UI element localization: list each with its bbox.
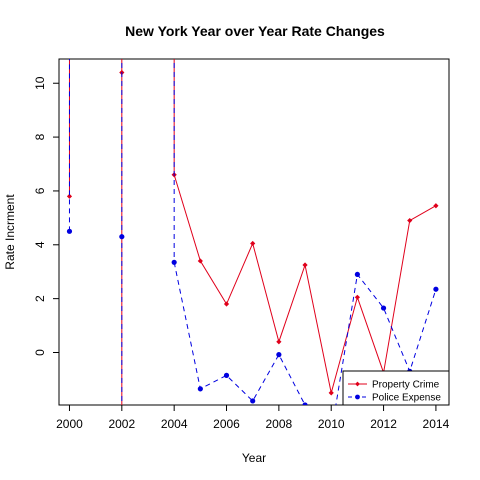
series-point-0 xyxy=(407,217,413,224)
series-point-1 xyxy=(66,228,73,234)
series-point-0 xyxy=(197,258,203,264)
x-axis-label: Year xyxy=(242,451,266,465)
y-axis: 0 2 4 6 8 10 xyxy=(33,76,59,356)
x-tick-label: 2008 xyxy=(266,417,293,431)
legend: Property Crime Police Expense xyxy=(342,370,450,406)
legend-label-0: Property Crime xyxy=(372,380,440,391)
series-line-1 xyxy=(173,262,437,405)
series-point-0 xyxy=(223,301,230,307)
series-point-1 xyxy=(197,386,203,392)
series-point-1 xyxy=(433,286,439,292)
series-point-1 xyxy=(380,305,387,311)
plot-frame xyxy=(58,58,450,406)
y-axis-label: Rate Incrment xyxy=(3,194,17,270)
series-line-0 xyxy=(173,174,437,394)
x-tick-label: 2012 xyxy=(370,417,397,431)
series-point-1 xyxy=(329,431,334,436)
legend-marker-0 xyxy=(355,381,360,387)
series-layer xyxy=(66,59,439,436)
y-tick-label: 4 xyxy=(33,241,47,248)
series-point-1 xyxy=(171,259,177,265)
y-tick-label: 10 xyxy=(33,76,47,90)
y-tick-label: 6 xyxy=(33,187,47,194)
legend-marker-1 xyxy=(355,394,360,400)
series-point-1 xyxy=(119,234,125,240)
series-point-1 xyxy=(223,372,230,378)
series-point-1 xyxy=(354,271,360,278)
series-point-0 xyxy=(433,203,439,209)
x-tick-label: 2002 xyxy=(108,417,135,431)
series-point-0 xyxy=(276,339,282,345)
series-point-1 xyxy=(250,398,256,404)
series-point-1 xyxy=(302,402,308,405)
series-point-0 xyxy=(302,262,308,268)
x-tick-label: 2000 xyxy=(56,417,83,431)
series-point-1 xyxy=(276,352,282,358)
series-point-0 xyxy=(250,240,256,247)
series-point-0 xyxy=(354,294,360,300)
y-tick-label: 0 xyxy=(33,349,47,356)
y-tick-label: 2 xyxy=(33,295,47,302)
x-tick-label: 2010 xyxy=(318,417,345,431)
x-axis: 2000 2002 2004 2006 2008 2010 2012 2014 xyxy=(56,405,450,431)
series-point-0 xyxy=(328,390,334,396)
legend-label-1: Police Expense xyxy=(372,393,441,404)
chart-title: New York Year over Year Rate Changes xyxy=(125,23,385,39)
x-tick-label: 2014 xyxy=(423,417,450,431)
x-tick-label: 2006 xyxy=(213,417,240,431)
y-tick-label: 8 xyxy=(33,133,47,140)
x-tick-label: 2004 xyxy=(161,417,188,431)
series-point-0 xyxy=(66,193,73,199)
legend-box xyxy=(342,370,450,406)
